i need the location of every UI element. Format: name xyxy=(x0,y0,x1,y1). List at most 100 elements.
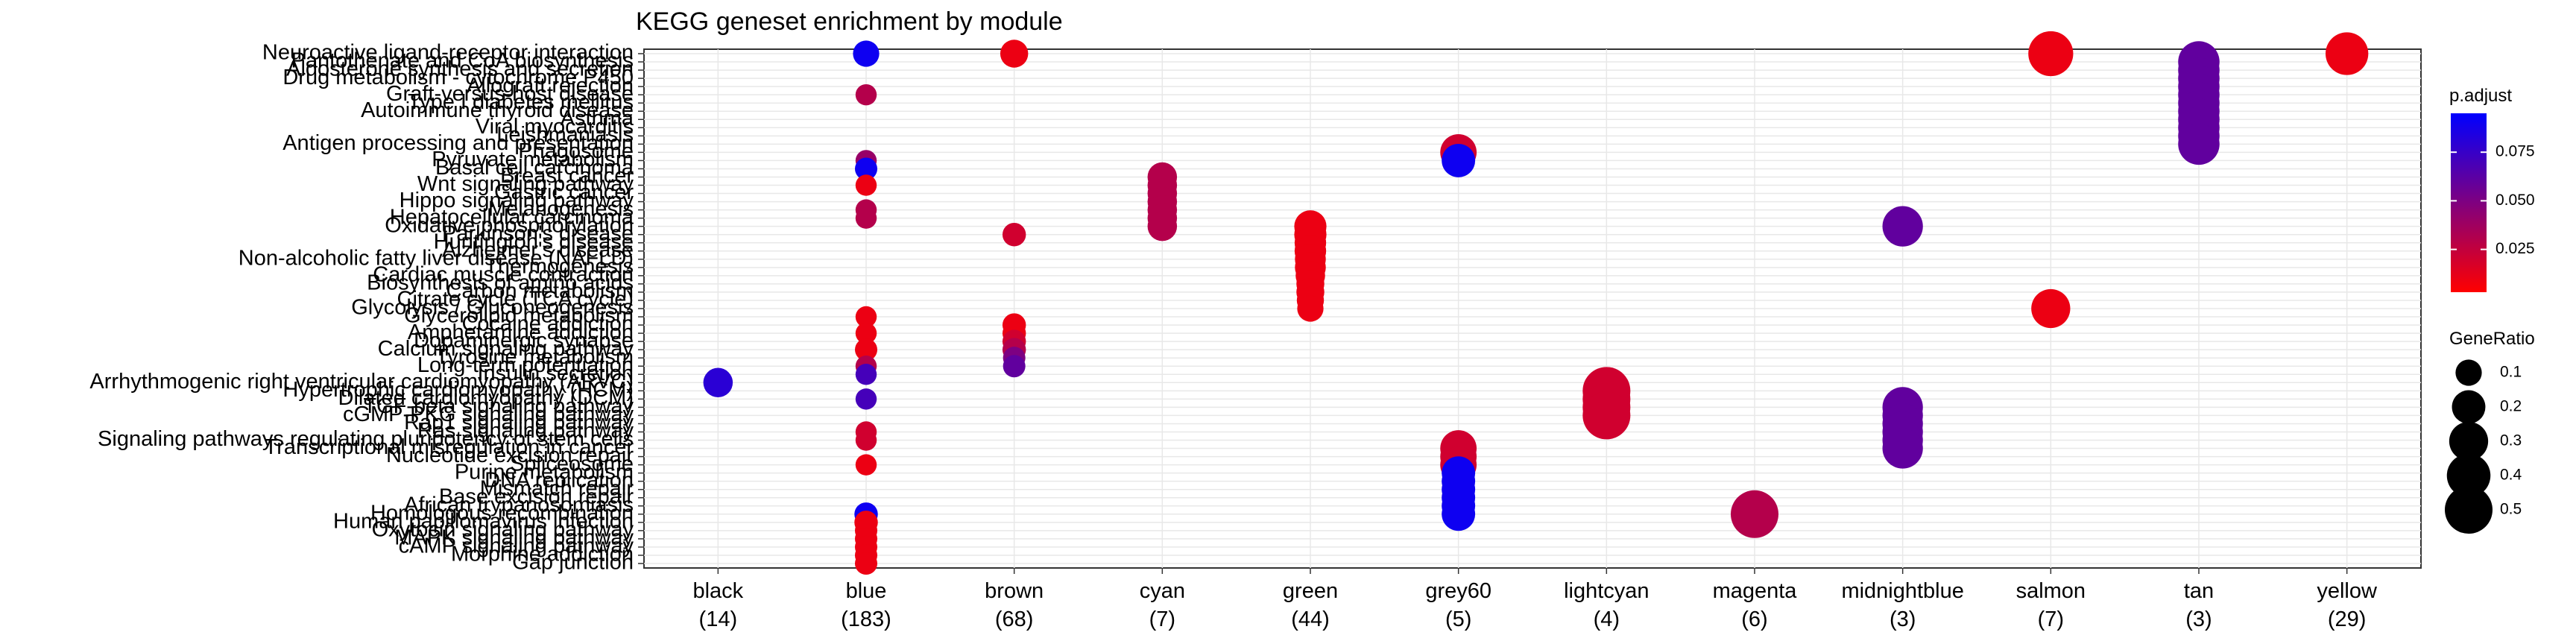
data-point xyxy=(2028,31,2074,77)
y-tick-label: cAMP signaling pathway xyxy=(399,534,634,558)
y-tick-label: Aldosterone synthesis and secretion xyxy=(286,57,634,81)
data-point xyxy=(1582,391,1631,440)
x-tick-label-module: tan xyxy=(2184,579,2214,603)
y-tick-label: Breast cancer xyxy=(500,164,634,188)
y-tick-label: Biosynthesis of amino acids xyxy=(367,271,634,295)
y-tick-label: Homologous recombination xyxy=(370,501,634,525)
y-tick-label: DNA replication xyxy=(484,468,634,492)
size-legend-label: 0.2 xyxy=(2500,398,2522,415)
y-tick-label: Signaling pathways regulating pluripoten… xyxy=(98,427,634,451)
x-tick-label-module: brown xyxy=(985,579,1044,603)
y-tick-label: Calcium signaling pathway xyxy=(378,337,634,361)
x-tick-label-module: black xyxy=(692,579,743,603)
chart-title: KEGG geneset enrichment by module xyxy=(636,7,1063,36)
y-tick-label: Non-alcoholic fatty liver disease (NAFLD… xyxy=(239,246,634,270)
y-tick-label: Cocaine addiction xyxy=(461,312,634,336)
colorbar-tick-label: 0.025 xyxy=(2496,240,2535,257)
y-tick-label: Oxytocin signaling pathway xyxy=(372,518,634,542)
y-tick-label: Morphine addiction xyxy=(451,543,634,566)
y-tick-label: Parkinson's disease xyxy=(442,221,634,245)
size-legend-dot xyxy=(2455,359,2482,386)
y-tick-label: Nucleotide excision repair xyxy=(386,443,634,467)
y-tick-label: Carbon metabolism xyxy=(446,280,634,303)
legend-p-adjust: p.adjust 0.025 0.050 0.075 xyxy=(2449,86,2535,292)
y-tick-label: Melanogenesis xyxy=(488,197,634,221)
y-tick-label: Graft-versus-host disease xyxy=(386,82,634,106)
y-tick-label: Ras signaling pathway xyxy=(417,419,634,443)
y-tick-label: Arrhythmogenic right ventricular cardiom… xyxy=(89,370,634,394)
data-point xyxy=(855,429,877,451)
x-tick-label-module: green xyxy=(1283,579,1338,603)
x-tick-label-count: (3) xyxy=(1890,607,1916,631)
data-point xyxy=(855,322,877,344)
size-legend-dot xyxy=(2452,390,2486,424)
y-tick-label: Human papillomavirus infection xyxy=(333,509,634,533)
y-tick-label: Dopaminergic synapse xyxy=(414,329,634,353)
x-tick-label-count: (4) xyxy=(1594,607,1620,631)
data-point xyxy=(855,364,877,385)
y-tick-label: Antigen processing and presentation xyxy=(282,131,634,155)
y-tick-label: cGMP-PKG signaling pathway xyxy=(343,402,634,426)
x-tick-label-count: (44) xyxy=(1291,607,1330,631)
y-tick-label: Phagosome xyxy=(518,139,634,163)
data-point xyxy=(2031,288,2071,329)
data-point xyxy=(1002,222,1026,247)
data-point xyxy=(854,338,878,362)
y-tick-label: Viral myocarditis xyxy=(476,115,634,139)
data-point xyxy=(1882,206,1923,247)
x-tick-label-module: grey60 xyxy=(1425,579,1491,603)
y-tick-label: Cardiac muscle contraction xyxy=(373,263,634,287)
x-tick-label-module: yellow xyxy=(2317,579,2378,603)
x-tick-label-count: (7) xyxy=(2038,607,2064,631)
y-tick-label: African trypanosomiasis xyxy=(404,493,634,517)
x-tick-label-module: cyan xyxy=(1140,579,1185,603)
y-tick-label: Pantothenate and CoA biosynthesis xyxy=(291,49,634,73)
x-tick-label-count: (5) xyxy=(1445,607,1471,631)
x-tick-label-module: lightcyan xyxy=(1564,579,1649,603)
y-tick-label: Hippo signaling pathway xyxy=(400,189,634,212)
x-tick-label-module: salmon xyxy=(2016,579,2086,603)
y-tick-label: Spliceosome xyxy=(510,452,634,476)
y-tick-label: Alzheimer's disease xyxy=(442,238,634,262)
y-tick-label: Mismatch repair xyxy=(480,476,634,500)
size-legend-dot xyxy=(2445,486,2493,534)
x-tick-label-count: (14) xyxy=(699,607,738,631)
y-tick-label: Type I diabetes mellitus xyxy=(408,90,634,114)
y-tick-label: Asthma xyxy=(561,107,634,130)
size-legend-label: 0.3 xyxy=(2500,432,2522,449)
data-point xyxy=(703,367,733,398)
y-tick-label: Tyrosine metabolism xyxy=(435,345,634,369)
data-point xyxy=(854,552,878,575)
y-tick-label: Oxidative phosphorylation xyxy=(385,213,634,237)
data-point xyxy=(1442,497,1476,531)
y-tick-label: Long-term potentiation xyxy=(417,353,634,377)
x-tick-label-count: (183) xyxy=(841,607,891,631)
y-tick-label: Gastric cancer xyxy=(494,180,634,204)
data-point xyxy=(855,306,877,328)
legend-p-adjust-title: p.adjust xyxy=(2449,86,2512,106)
data-point xyxy=(1003,355,1026,378)
y-tick-label: Hypertrophic cardiomyopathy (HCM) xyxy=(282,378,634,402)
x-tick-label-count: (3) xyxy=(2185,607,2212,631)
legend-gene-ratio: GeneRatio 0.1 0.2 0.3 0.4 0.5 xyxy=(2445,329,2535,534)
size-legend-dot xyxy=(2449,421,2489,461)
y-tick-label: Transcriptional misregulation in cancer xyxy=(265,435,634,459)
data-point xyxy=(2326,32,2369,75)
x-tick-label-module: midnightblue xyxy=(1841,579,1963,603)
x-tick-label-count: (29) xyxy=(2328,607,2367,631)
legend-gene-ratio-title: GeneRatio xyxy=(2449,329,2535,349)
y-tick-label: Base excision repair xyxy=(439,484,634,508)
x-tick-label-module: blue xyxy=(846,579,887,603)
y-tick-label: Insulin secretion xyxy=(477,362,634,385)
y-tick-label: Rap1 signaling pathway xyxy=(404,411,634,435)
legend-p-adjust-colorbar xyxy=(2451,113,2487,292)
colorbar-tick-label: 0.050 xyxy=(2496,192,2535,209)
y-tick-label: Hepatocellular carcinoma xyxy=(390,205,634,229)
data-point xyxy=(2178,123,2220,165)
y-tick-label: Citrate cycle (TCA cycle) xyxy=(397,288,634,312)
size-legend-label: 0.1 xyxy=(2500,364,2522,381)
y-tick-label: Gap junction xyxy=(512,551,634,575)
y-tick-label: TGF-beta signaling pathway xyxy=(363,394,634,418)
data-point xyxy=(855,174,877,196)
